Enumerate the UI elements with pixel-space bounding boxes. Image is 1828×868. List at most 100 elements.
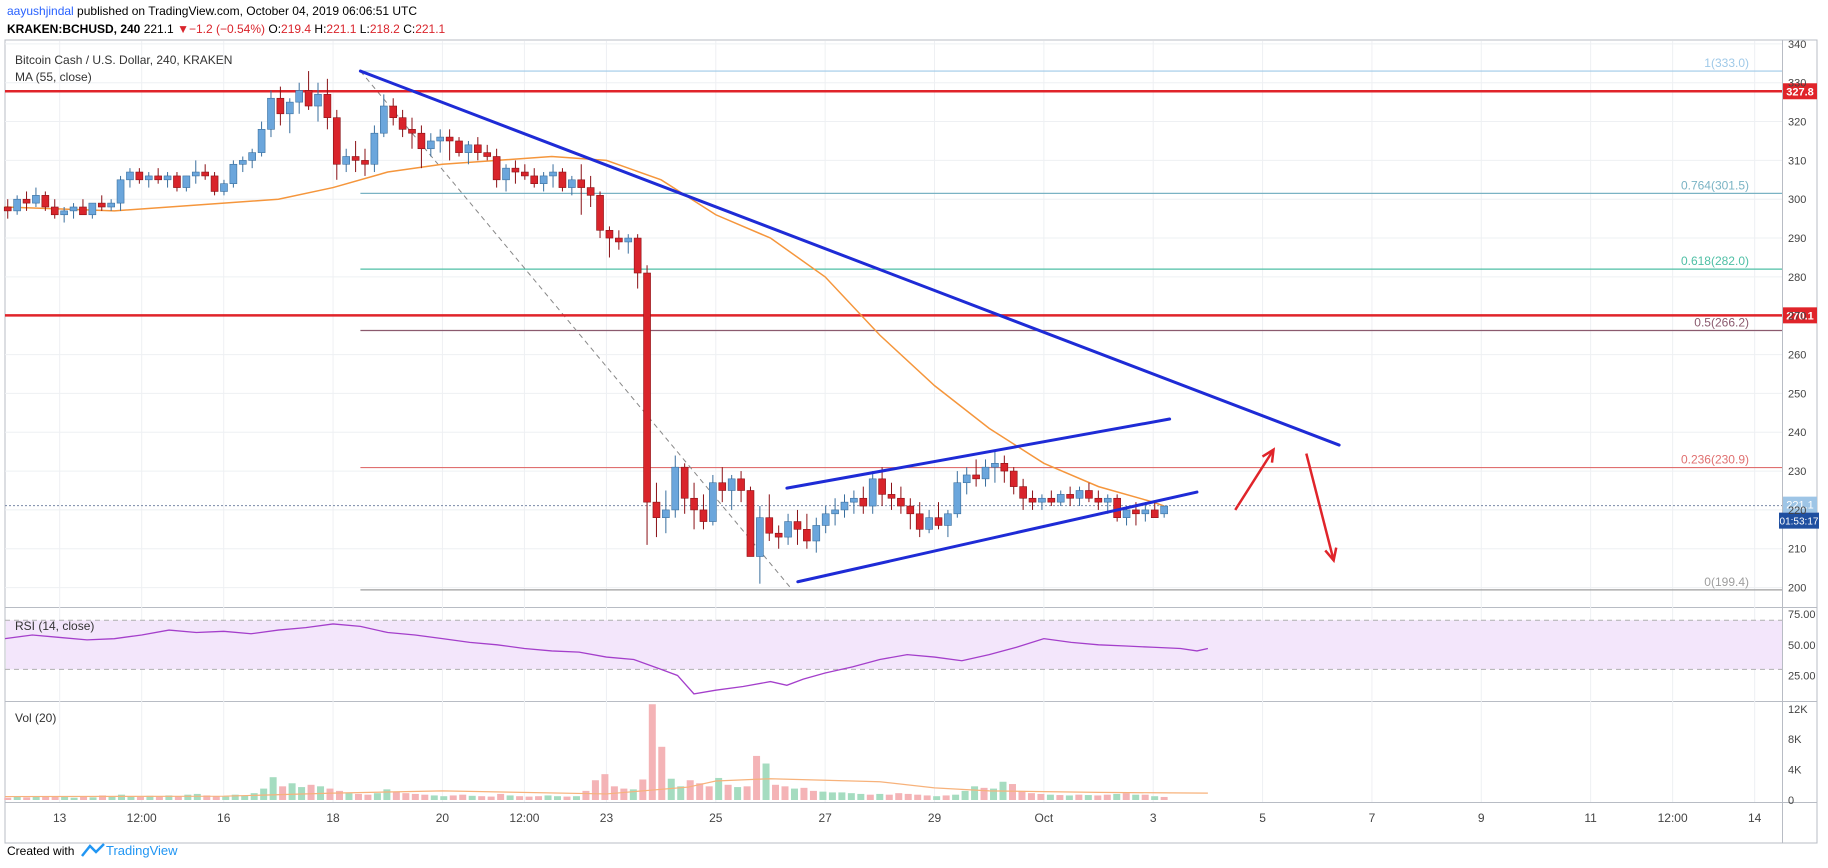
- volume-bar: [847, 793, 855, 800]
- price-tick-label: 220: [1788, 505, 1806, 517]
- candle-body: [737, 478, 745, 491]
- price-tick-label: 280: [1788, 272, 1806, 284]
- candle: [154, 168, 162, 184]
- candle: [953, 471, 962, 518]
- candle: [88, 202, 97, 219]
- candle: [821, 506, 830, 534]
- candle: [201, 164, 209, 180]
- volume-bar: [1018, 790, 1026, 800]
- volume-bar: [1008, 784, 1016, 800]
- candle: [427, 133, 435, 157]
- volume-bar: [1151, 796, 1159, 800]
- last-price: 221.1: [144, 22, 174, 36]
- candle-body: [248, 152, 256, 161]
- trend-line-channel-upper[interactable]: [785, 417, 1172, 490]
- candle-body: [285, 101, 294, 115]
- candle: [568, 175, 576, 196]
- volume-bar: [724, 784, 732, 800]
- candle-body: [878, 478, 886, 495]
- time-tick-label: 14: [1748, 811, 1762, 825]
- volume-bar: [942, 795, 950, 800]
- candle: [727, 474, 736, 510]
- rsi-line: [4, 623, 1209, 695]
- candle: [699, 494, 708, 530]
- candle: [840, 494, 849, 518]
- volume-bar: [32, 796, 40, 800]
- candle: [502, 164, 510, 192]
- volume-bar: [279, 786, 287, 800]
- level-badge-label: 327.8: [1786, 86, 1814, 98]
- candle: [793, 509, 802, 545]
- volume-bar: [667, 778, 675, 800]
- volume-bar: [809, 790, 817, 800]
- fib-diagonal[interactable]: [360, 70, 793, 591]
- volume-bar: [554, 796, 562, 800]
- candle-body: [530, 175, 539, 184]
- candle-body: [408, 129, 416, 134]
- volume-bar: [629, 789, 637, 800]
- candle-body: [709, 482, 717, 522]
- time-tick-label: 12:00: [509, 811, 539, 825]
- volume-bar: [70, 797, 78, 800]
- candle-body: [304, 90, 313, 107]
- volume-bar: [421, 794, 429, 800]
- time-tick-label: 7: [1369, 811, 1376, 825]
- price-tick-label: 330: [1788, 78, 1806, 90]
- candle-body: [314, 94, 322, 107]
- volume-bar: [696, 783, 704, 800]
- volume-bar: [364, 794, 372, 800]
- up-arrow-shaft[interactable]: [1234, 449, 1275, 511]
- candle-body: [981, 466, 990, 480]
- candle-body: [50, 206, 59, 216]
- candle-body: [201, 171, 209, 177]
- volume-bar: [155, 796, 163, 800]
- candle-body: [793, 521, 802, 530]
- volume-bar: [80, 796, 88, 800]
- candle: [116, 175, 125, 211]
- down-arrow-shaft[interactable]: [1305, 453, 1335, 561]
- fib-level-label: 0.764(301.5): [1681, 178, 1749, 192]
- level-badge: [1783, 83, 1817, 100]
- down-arrow-head-icon: [1324, 547, 1338, 564]
- candle-body: [370, 132, 379, 165]
- trend-line-channel-lower[interactable]: [796, 490, 1199, 584]
- author-link[interactable]: aayushjindal: [7, 4, 74, 18]
- candles: [3, 71, 1168, 584]
- volume-bar: [1046, 794, 1054, 800]
- candle-body: [680, 466, 689, 499]
- price-tick-label: 200: [1788, 583, 1806, 595]
- candle: [944, 509, 952, 538]
- volume-bar: [1141, 794, 1149, 800]
- candle: [680, 463, 689, 514]
- volume-bar: [1037, 793, 1045, 800]
- volume-bar: [231, 794, 239, 800]
- candle: [464, 140, 473, 165]
- volume-bar: [354, 793, 362, 800]
- candle: [737, 471, 745, 503]
- candle: [389, 98, 398, 126]
- candle: [474, 137, 482, 161]
- volume-bar: [639, 779, 647, 800]
- candle-body: [1038, 497, 1046, 503]
- candle-body: [380, 105, 388, 134]
- time-tick-label: 27: [818, 811, 832, 825]
- candle: [887, 482, 896, 510]
- candle: [981, 459, 990, 487]
- volume-bar: [525, 796, 533, 800]
- candle-body: [671, 466, 680, 511]
- volume-bar: [838, 792, 846, 800]
- volume-pane: [4, 704, 1208, 800]
- trend-line-descending-resistance[interactable]: [358, 69, 1341, 447]
- candle-body: [1103, 497, 1112, 503]
- candle-body: [615, 237, 623, 243]
- candle-body: [859, 497, 868, 507]
- tradingview-brand-link[interactable]: TradingView: [106, 843, 178, 858]
- candle-body: [972, 474, 980, 480]
- volume-bar: [582, 790, 590, 800]
- candle: [97, 195, 106, 211]
- volume-bar: [468, 795, 476, 800]
- candle-body: [323, 94, 332, 118]
- volume-bar: [544, 795, 552, 800]
- candle-body: [539, 175, 548, 184]
- volume-bar: [753, 755, 761, 800]
